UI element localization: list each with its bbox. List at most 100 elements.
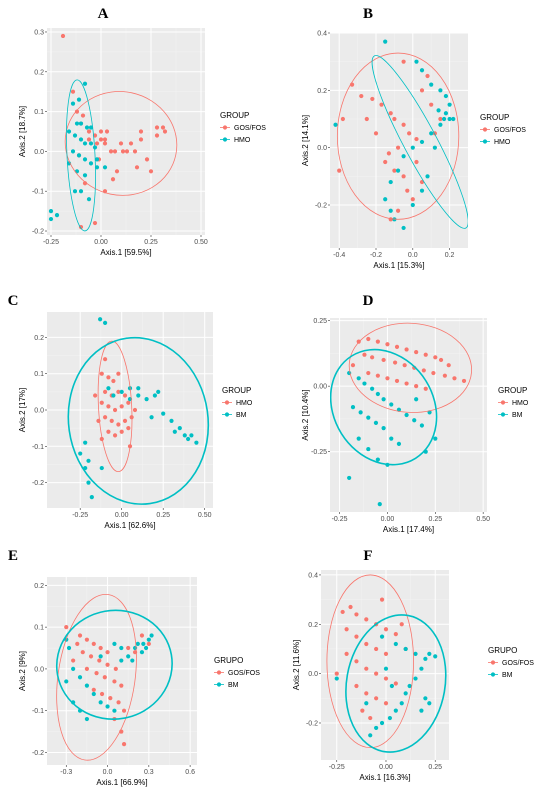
confidence-ellipse (67, 336, 210, 505)
data-point (75, 641, 80, 646)
data-point (94, 165, 100, 170)
data-point (66, 161, 72, 166)
data-point (136, 386, 141, 391)
x-tick-label: 0.00 (94, 239, 108, 246)
data-point (388, 208, 393, 213)
panel-letter: A (98, 6, 109, 22)
data-point (77, 633, 83, 638)
data-point (152, 393, 157, 398)
x-axis-title: Axis.1 [16.3%] (359, 773, 410, 782)
data-point (138, 129, 144, 134)
panel-letter: F (363, 548, 372, 564)
data-point (156, 389, 161, 394)
data-point (383, 701, 389, 706)
data-point (119, 429, 124, 434)
y-tick-label: 0.1 (34, 371, 44, 378)
data-point (83, 465, 88, 471)
data-point (146, 637, 151, 642)
y-tick-label: -0.2 (32, 750, 44, 757)
data-point (102, 137, 108, 142)
data-point (76, 153, 82, 158)
data-point (447, 102, 452, 107)
data-point (438, 122, 443, 127)
data-point (139, 633, 145, 638)
data-point (121, 708, 127, 713)
data-point (401, 154, 406, 159)
data-point (139, 650, 145, 655)
legend-key-point (490, 660, 496, 665)
data-point (395, 145, 401, 150)
data-point (375, 457, 380, 462)
data-point (78, 121, 84, 126)
data-point (364, 617, 369, 622)
panel-letter: D (363, 293, 374, 309)
confidence-ellipse (371, 55, 468, 229)
data-point (122, 418, 128, 423)
data-point (172, 429, 177, 434)
data-point (433, 654, 438, 659)
y-tick-label: -0.2 (32, 229, 44, 236)
data-point (86, 197, 92, 202)
plot-background (321, 570, 449, 760)
confidence-ellipse (56, 593, 137, 761)
data-point (72, 133, 78, 138)
data-point (389, 402, 394, 407)
series-bm (78, 317, 199, 500)
data-point (432, 145, 437, 150)
data-point (99, 400, 104, 405)
data-point (108, 696, 113, 701)
data-point (72, 189, 78, 194)
data-point (423, 656, 428, 661)
data-point (149, 633, 154, 638)
x-tick-label: 0.00 (381, 516, 395, 523)
data-point (350, 405, 356, 410)
y-tick-label: 0.25 (313, 318, 327, 325)
data-point (383, 627, 389, 632)
data-point (116, 422, 121, 427)
data-point (423, 352, 428, 357)
data-point (404, 412, 409, 418)
data-point (356, 376, 361, 381)
data-point (410, 197, 415, 202)
legend: GROUP GOS/FOS HMO (480, 113, 526, 146)
x-tick-label: 0.50 (198, 512, 212, 519)
data-point (377, 502, 382, 507)
data-point (431, 370, 436, 376)
data-point (119, 645, 124, 651)
data-point (99, 691, 105, 697)
y-tick-label: 0.2 (34, 583, 44, 590)
data-point (78, 451, 83, 456)
data-point (379, 634, 385, 639)
plot-background (330, 33, 468, 248)
data-point (401, 59, 406, 64)
y-tick-label: -0.25 (311, 449, 327, 456)
legend: GROUP HMO BM (498, 386, 529, 419)
data-point (414, 136, 419, 142)
data-point (98, 654, 103, 659)
series-bm (334, 634, 438, 738)
data-point (374, 696, 379, 701)
data-point (132, 407, 138, 413)
legend-key-point (216, 670, 222, 675)
data-point (413, 676, 418, 681)
data-point (383, 197, 388, 202)
plot-area (48, 33, 178, 232)
data-point (447, 116, 452, 122)
data-point (77, 675, 83, 680)
legend-label: GOS/FOS (234, 125, 266, 132)
data-point (379, 597, 385, 602)
data-point (419, 88, 425, 93)
data-point (401, 122, 406, 127)
x-tick-label: -0.25 (72, 512, 88, 519)
confidence-ellipse (336, 52, 460, 220)
data-point (103, 415, 108, 420)
data-point (395, 168, 401, 173)
panel-b: B -0.4 -0.2 0.0 0.2 -0.2 0.0 0.2 0.4 Axis.1 [15.3… (301, 6, 526, 270)
data-point (414, 384, 419, 389)
data-point (392, 116, 397, 122)
confidence-ellipse (345, 614, 447, 753)
confidence-ellipse (330, 348, 438, 466)
data-point (103, 320, 108, 325)
data-point (414, 397, 419, 402)
data-point (419, 423, 425, 428)
